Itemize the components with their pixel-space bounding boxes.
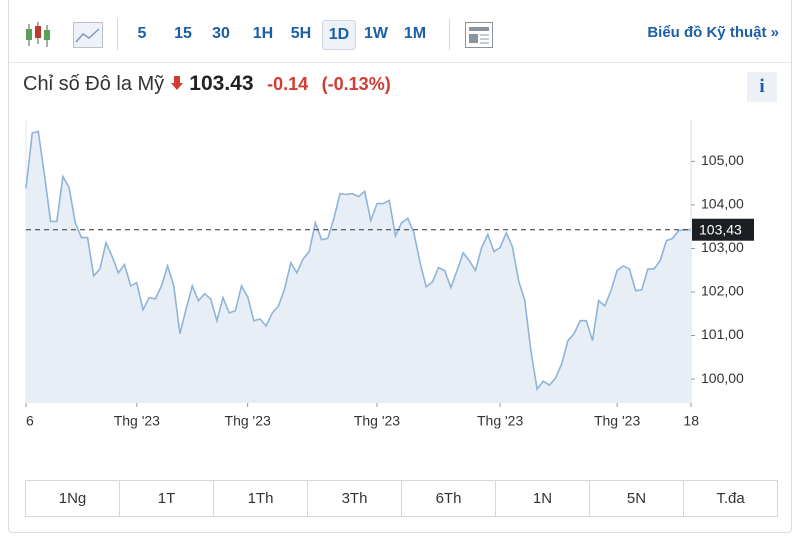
interval-button[interactable]: 1W [364,25,388,42]
price: 103.43 [189,72,254,95]
y-tick-label: 105,00 [701,152,744,168]
toolbar: 5 15 30 1H 5H 1D 1W 1M Biểu đồ Kỹ thuật » [9,0,791,63]
range-button[interactable]: 1N [495,481,589,516]
last-price-label: 103,43 [699,221,742,237]
interval-button[interactable]: 30 [212,25,230,42]
range-button[interactable]: T.đa [683,481,777,516]
area-icon[interactable] [73,22,103,48]
chart: Investing.com100,00101,00102,00103,00104… [25,120,754,429]
interval-button[interactable]: 1M [403,25,427,42]
change-percent: (-0.13%) [321,74,391,94]
x-tick-label: Thg '23 [354,413,400,429]
candles-icon[interactable] [23,20,53,50]
interval-button[interactable]: 5 [137,25,147,42]
last-price-box [692,218,754,241]
news-icon[interactable] [465,22,493,48]
x-tick-label: Thg '23 [114,413,160,429]
range-button[interactable]: 5N [589,481,683,516]
range-button[interactable]: 1T [119,481,213,516]
quote-header: Chỉ số Đô la Mỹ 103.43 -0.14 (-0.13%) [23,72,391,96]
interval-button[interactable]: 1D [322,20,356,50]
area-fill [26,131,691,404]
interval-button[interactable]: 1H [252,25,274,42]
widget: 5 15 30 1H 5H 1D 1W 1M Biểu đồ Kỹ thuật » Chỉ s… [8,0,792,533]
interval-button[interactable]: 15 [174,25,192,42]
y-tick-label: 101,00 [701,326,744,342]
x-tick-label: 18 [683,413,699,429]
instrument-name: Chỉ số Đô la Mỹ [23,73,165,95]
change: -0.14 [267,74,309,94]
range-button[interactable]: 1Ng [58,490,87,507]
x-tick-label: Thg '23 [594,413,640,429]
y-tick-label: 100,00 [701,370,744,386]
x-tick-label: 6 [26,413,34,429]
line [25,130,691,392]
range-button[interactable]: 3Th [307,481,401,516]
info-button[interactable]: i [747,72,777,102]
range-buttons: 1Ng 1T 1Th 3Th 6Th 1N 5N T.đa [25,480,778,517]
down-arrow [170,76,183,90]
y-tick-label: 104,00 [701,196,744,212]
range-button[interactable]: 1Th [213,481,307,516]
y-tick-label: 103,00 [701,239,744,255]
interval-button[interactable]: 5H [290,25,312,42]
separator [117,18,118,50]
y-tick-label: 102,00 [701,283,744,299]
x-tick-label: Thg '23 [477,413,523,429]
technical-chart-link[interactable]: Biểu đồ Kỹ thuật » [647,24,779,41]
x-tick-label: Thg '23 [225,413,271,429]
range-button[interactable]: 6Th [401,481,495,516]
separator [449,18,450,50]
